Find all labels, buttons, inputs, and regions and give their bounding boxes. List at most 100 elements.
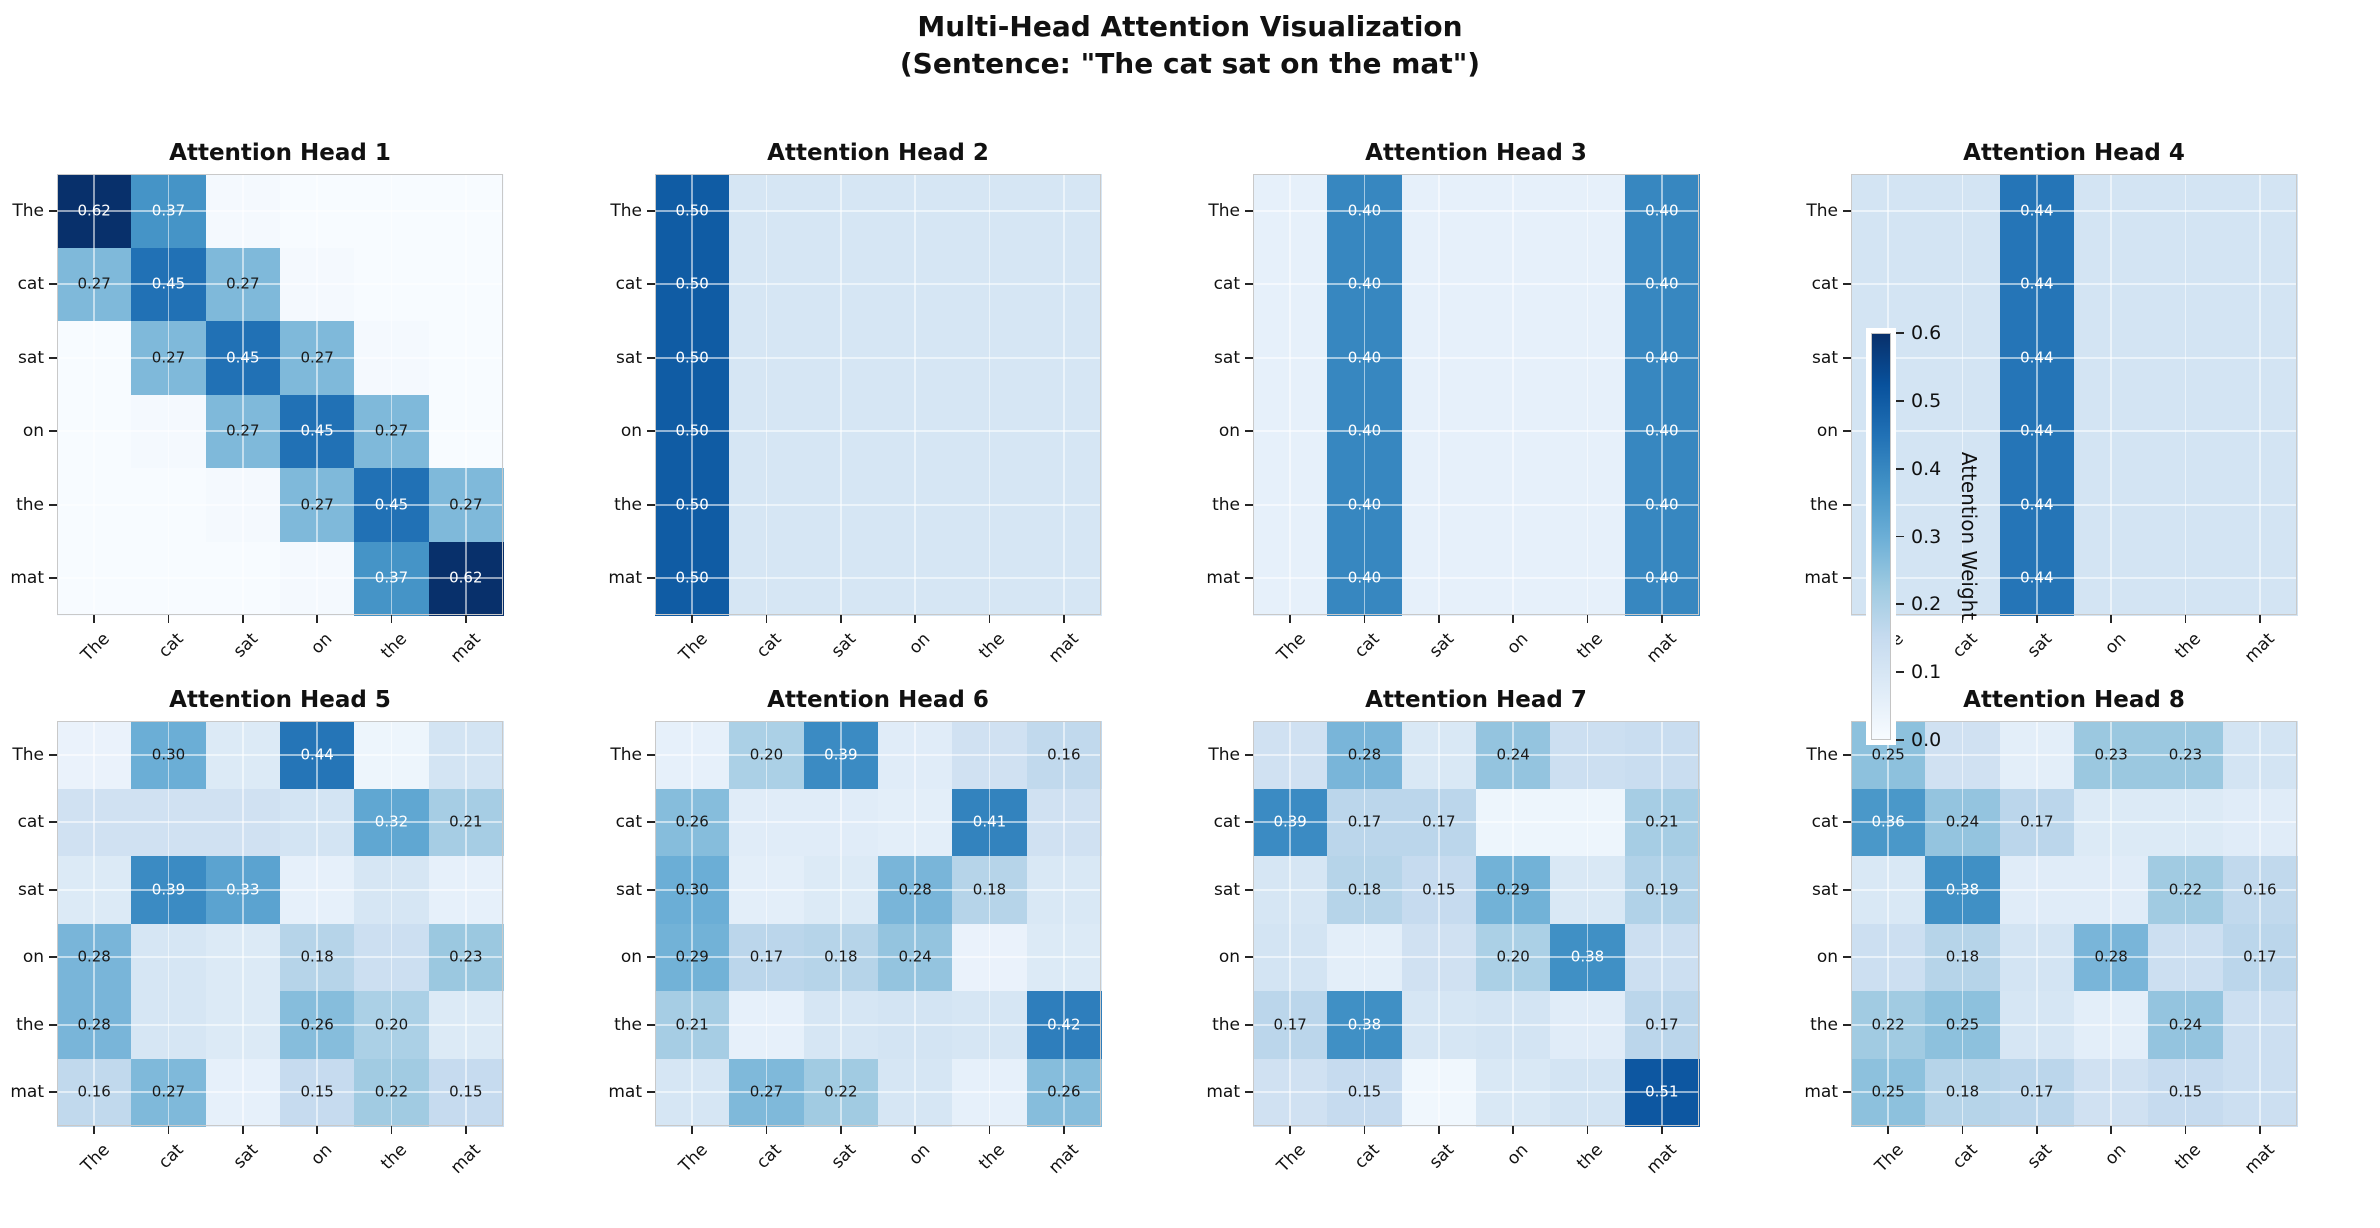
y-tick-label: cat: [1213, 812, 1240, 833]
x-tick: [241, 1126, 244, 1134]
x-tick-label: mat: [1643, 1140, 1681, 1178]
gridline: [1363, 721, 1366, 1126]
y-tick: [49, 1023, 57, 1026]
y-tick: [49, 888, 57, 891]
gridline: [316, 721, 318, 1126]
colorbar-tick-label: 0.6: [1911, 322, 1942, 344]
colorbar-tick: [1896, 399, 1904, 402]
y-tick: [1843, 577, 1851, 580]
subplot-title: Attention Head 4: [1963, 140, 2185, 166]
x-tick-label: the: [1572, 629, 1607, 663]
gridline: [1851, 577, 2297, 580]
x-tick-label: The: [1272, 1140, 1310, 1177]
cell-value: 0.37: [151, 201, 186, 220]
x-tick-label: on: [307, 629, 337, 659]
gridline: [655, 209, 1101, 212]
y-tick: [1245, 209, 1253, 212]
x-tick-label: cat: [752, 1140, 786, 1173]
gridline: [2259, 721, 2261, 1126]
y-tick: [49, 503, 57, 506]
cell-value: 0.45: [374, 495, 409, 514]
cell-value: 0.41: [972, 812, 1007, 831]
attention-head-7-plot: Attention Head 7 0.28 0.24 0.39 0.17 0.17 0.2…: [1206, 687, 1700, 1178]
colorbar-tick: [1896, 467, 1904, 470]
cell-value: 0.17: [1645, 1015, 1679, 1034]
x-tick: [914, 615, 917, 623]
x-tick-label: sat: [1425, 1140, 1458, 1173]
attention-head-6-plot: Attention Head 6 0.20 0.39 0.16 0.26 0.41 0.3…: [608, 687, 1102, 1178]
cell-value: 0.62: [449, 568, 483, 587]
y-tick-label: sat: [1812, 347, 1838, 368]
gridline: [1851, 356, 2297, 359]
cell-value: 0.44: [2020, 274, 2054, 293]
colorbar-tick: [1896, 332, 1904, 334]
gridline: [655, 888, 1101, 891]
y-tick-label: mat: [10, 1082, 44, 1103]
x-tick: [2184, 1126, 2187, 1134]
cell-value: 0.22: [374, 1082, 409, 1101]
x-tick-label: on: [307, 1140, 337, 1170]
colorbar-tick: [1896, 671, 1904, 674]
y-tick: [49, 283, 57, 286]
cell-value: 0.26: [675, 812, 709, 831]
gridline: [57, 888, 503, 891]
y-tick-label: mat: [608, 568, 642, 589]
y-tick-label: the: [16, 494, 44, 515]
y-tick: [49, 577, 57, 580]
x-tick: [1363, 615, 1366, 623]
cell-value: 0.29: [675, 947, 709, 966]
gridline: [655, 1023, 1101, 1026]
y-tick: [1245, 430, 1253, 433]
cell-value: 0.38: [1347, 1015, 1382, 1034]
x-tick-label: sat: [827, 1140, 860, 1173]
cell-value: 0.38: [1945, 880, 1980, 899]
gridline: [2259, 174, 2261, 615]
gridline: [1851, 1023, 2297, 1026]
gridline: [1253, 956, 1699, 959]
cell-value: 0.28: [77, 1015, 111, 1034]
cell-value: 0.42: [1047, 1015, 1081, 1034]
gridline: [655, 753, 1101, 756]
gridline: [1586, 721, 1589, 1126]
cell-value: 0.40: [1347, 274, 1382, 293]
x-tick: [765, 1126, 768, 1134]
gridline: [1253, 577, 1699, 580]
gridline: [167, 174, 170, 615]
colorbar-tick-label: 0.3: [1911, 525, 1942, 548]
gridline: [242, 174, 244, 615]
y-tick-label: cat: [1811, 274, 1838, 295]
y-tick-label: The: [1208, 744, 1240, 765]
y-tick: [49, 1091, 57, 1094]
cell-value: 0.40: [1645, 568, 1679, 587]
cell-value: 0.27: [300, 495, 334, 514]
y-tick: [647, 577, 655, 580]
y-tick-label: cat: [615, 274, 642, 295]
x-tick-label: on: [2101, 1140, 2131, 1170]
x-tick: [988, 1126, 991, 1134]
gridline: [1253, 1023, 1699, 1026]
x-tick: [1437, 1126, 1440, 1134]
x-tick-label: cat: [1948, 629, 1982, 662]
gridline: [655, 821, 1101, 824]
y-tick: [49, 821, 57, 824]
y-tick-label: The: [1208, 200, 1240, 221]
cell-value: 0.40: [1645, 421, 1679, 440]
gridline: [465, 174, 467, 615]
gridline: [1253, 503, 1699, 506]
gridline: [1253, 209, 1699, 212]
y-tick: [1843, 956, 1851, 959]
y-tick: [1843, 1091, 1851, 1094]
x-tick: [2035, 615, 2038, 623]
gridline: [1363, 174, 1366, 615]
x-tick-label: mat: [2241, 629, 2279, 667]
gridline: [655, 283, 1101, 286]
y-tick-label: mat: [1804, 568, 1838, 589]
cell-value: 0.25: [1871, 1082, 1905, 1101]
cell-value: 0.15: [1347, 1082, 1382, 1101]
x-tick: [839, 615, 842, 623]
x-tick: [2110, 1126, 2113, 1134]
y-tick-label: sat: [1812, 879, 1838, 900]
cell-value: 0.44: [2020, 495, 2054, 514]
x-tick: [93, 615, 96, 623]
gridline: [655, 503, 1101, 506]
